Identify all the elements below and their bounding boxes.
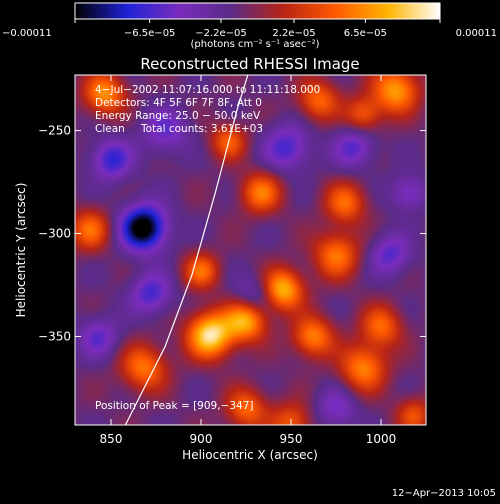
x-axis-label: Heliocentric X (arcsec) bbox=[182, 448, 318, 462]
annotation-peak-position: Position of Peak = [909,−347] bbox=[95, 400, 254, 412]
x-axis: 850 900 950 1000 bbox=[100, 75, 397, 446]
y-axis-label: Heliocentric Y (arcsec) bbox=[14, 183, 28, 318]
colorbar-tick-label: 6.5e−05 bbox=[344, 28, 387, 39]
annotation-total-counts: Total counts: 3.61E+03 bbox=[140, 123, 263, 135]
footer-timestamp: 12−Apr−2013 10:05 bbox=[392, 488, 496, 499]
y-tick-label: −300 bbox=[38, 227, 71, 241]
annotation-clean: Clean bbox=[95, 123, 125, 135]
plot-frame bbox=[74, 74, 427, 426]
colorbar-tick-label: −6.5e−05 bbox=[124, 28, 176, 39]
colorbar-gradient bbox=[74, 2, 441, 20]
colorbar-ticks: −0.00011 −6.5e−05 −2.2e−05 2.2e−05 6.5e−05 0.… bbox=[2, 19, 497, 39]
peak-marker bbox=[141, 225, 145, 229]
heatmap-image bbox=[75, 75, 426, 425]
colorbar-tick-label: 0.00011 bbox=[456, 28, 497, 39]
colorbar: −0.00011 −6.5e−05 −2.2e−05 2.2e−05 6.5e−05 0.… bbox=[2, 2, 497, 50]
y-axis: −250 −300 −350 bbox=[38, 124, 426, 343]
annotation-detectors: Detectors: 4F 5F 6F 7F 8F, Att 0 bbox=[95, 97, 262, 109]
y-tick-label: −250 bbox=[38, 124, 71, 138]
x-tick-label: 1000 bbox=[366, 432, 397, 446]
colorbar-units-label: (photons cm⁻² s⁻¹ asec⁻²) bbox=[190, 39, 319, 50]
plot-area bbox=[74, 74, 427, 426]
chart-title: Reconstructed RHESSI Image bbox=[140, 55, 359, 73]
annotation-energy-range: Energy Range: 25.0 − 50.0 keV bbox=[95, 110, 261, 122]
colorbar-tick-label: −0.00011 bbox=[2, 28, 52, 39]
colorbar-tick-label: 2.2e−05 bbox=[272, 28, 315, 39]
minimum-dot bbox=[141, 225, 145, 229]
x-tick-label: 950 bbox=[280, 432, 303, 446]
annotations: 4−Jul−2002 11:07:16.000 to 11:11:18.000 … bbox=[95, 84, 320, 412]
colorbar-tick-label: −2.2e−05 bbox=[195, 28, 247, 39]
solar-limb-curve bbox=[124, 75, 249, 425]
x-tick-label: 900 bbox=[190, 432, 213, 446]
x-tick-label: 850 bbox=[100, 432, 123, 446]
annotation-time-range: 4−Jul−2002 11:07:16.000 to 11:11:18.000 bbox=[95, 84, 320, 96]
y-tick-label: −350 bbox=[38, 329, 71, 343]
